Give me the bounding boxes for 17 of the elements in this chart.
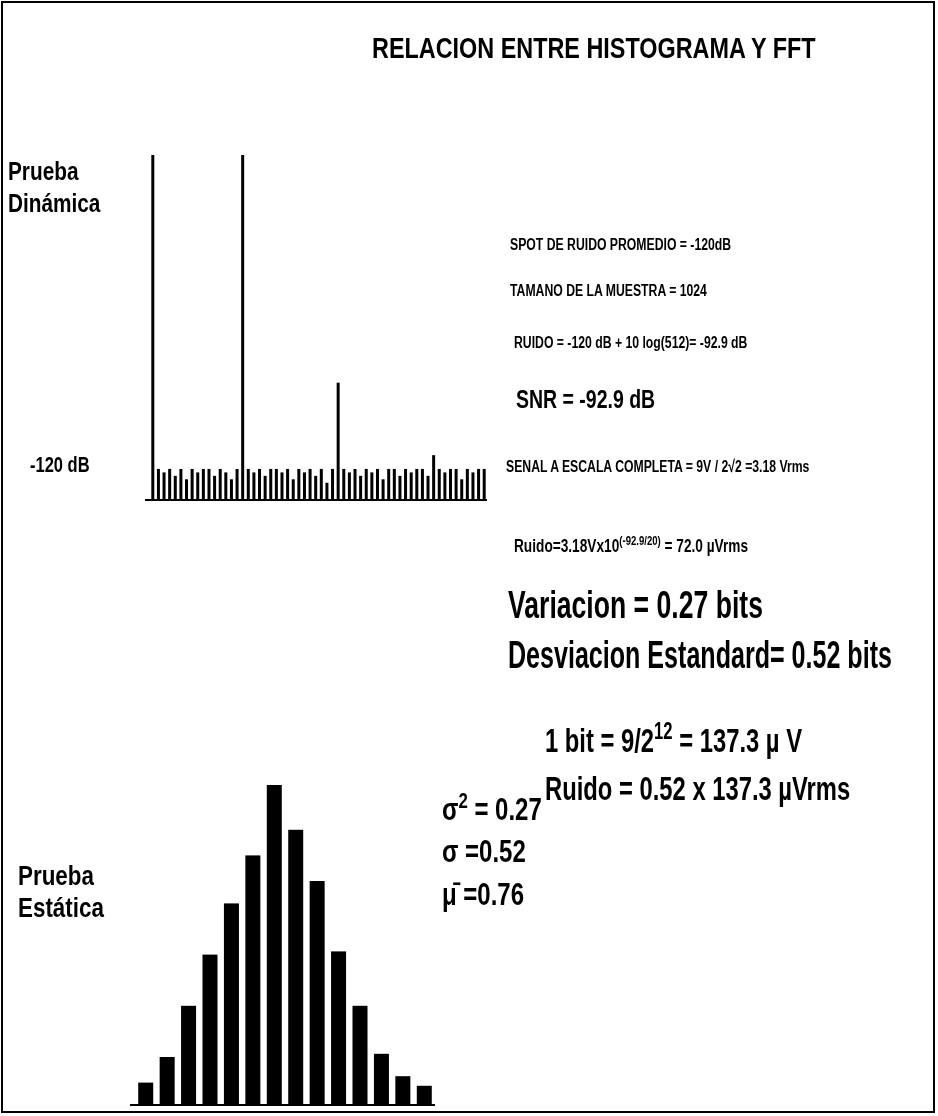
text: SENAL A ESCALA COMPLETA = 9V / 2√2 =3.18 Vrms [506, 457, 810, 476]
text: 1 bit = 9/2$^{12}$ = 137.3 µ V [545, 716, 803, 759]
text: Desviacion Estandard= 0.52 bits [508, 633, 892, 677]
text: Ruido=3.18Vx10$^{(-92.9/20)}$ = 72.0 µVrms [514, 533, 749, 557]
text: RUIDO = -120 dB + 10 log(512)= -92.9 dB [514, 333, 748, 352]
text: -120 dB [30, 451, 90, 477]
y-axis-title: Prueba Estática [18, 859, 105, 923]
text: Ruido = 0.52 x 137.3 µVrms [545, 768, 851, 807]
text: σ =0.52 [442, 832, 526, 869]
text: σ$^{2}$ = 0.27 [442, 787, 542, 827]
text: RELACION ENTRE HISTOGRAMA Y FFT [372, 31, 817, 65]
text: SNR = -92.9 dB [516, 385, 656, 414]
text: TAMANO DE LA MUESTRA = 1024 [510, 281, 708, 300]
y-axis-title: Prueba Dinámica [8, 156, 102, 218]
text: μ̄ =0.76 [442, 875, 525, 912]
text: SPOT DE RUIDO PROMEDIO = -120dB [510, 235, 732, 254]
text: Variacion = 0.27 bits [508, 583, 763, 627]
